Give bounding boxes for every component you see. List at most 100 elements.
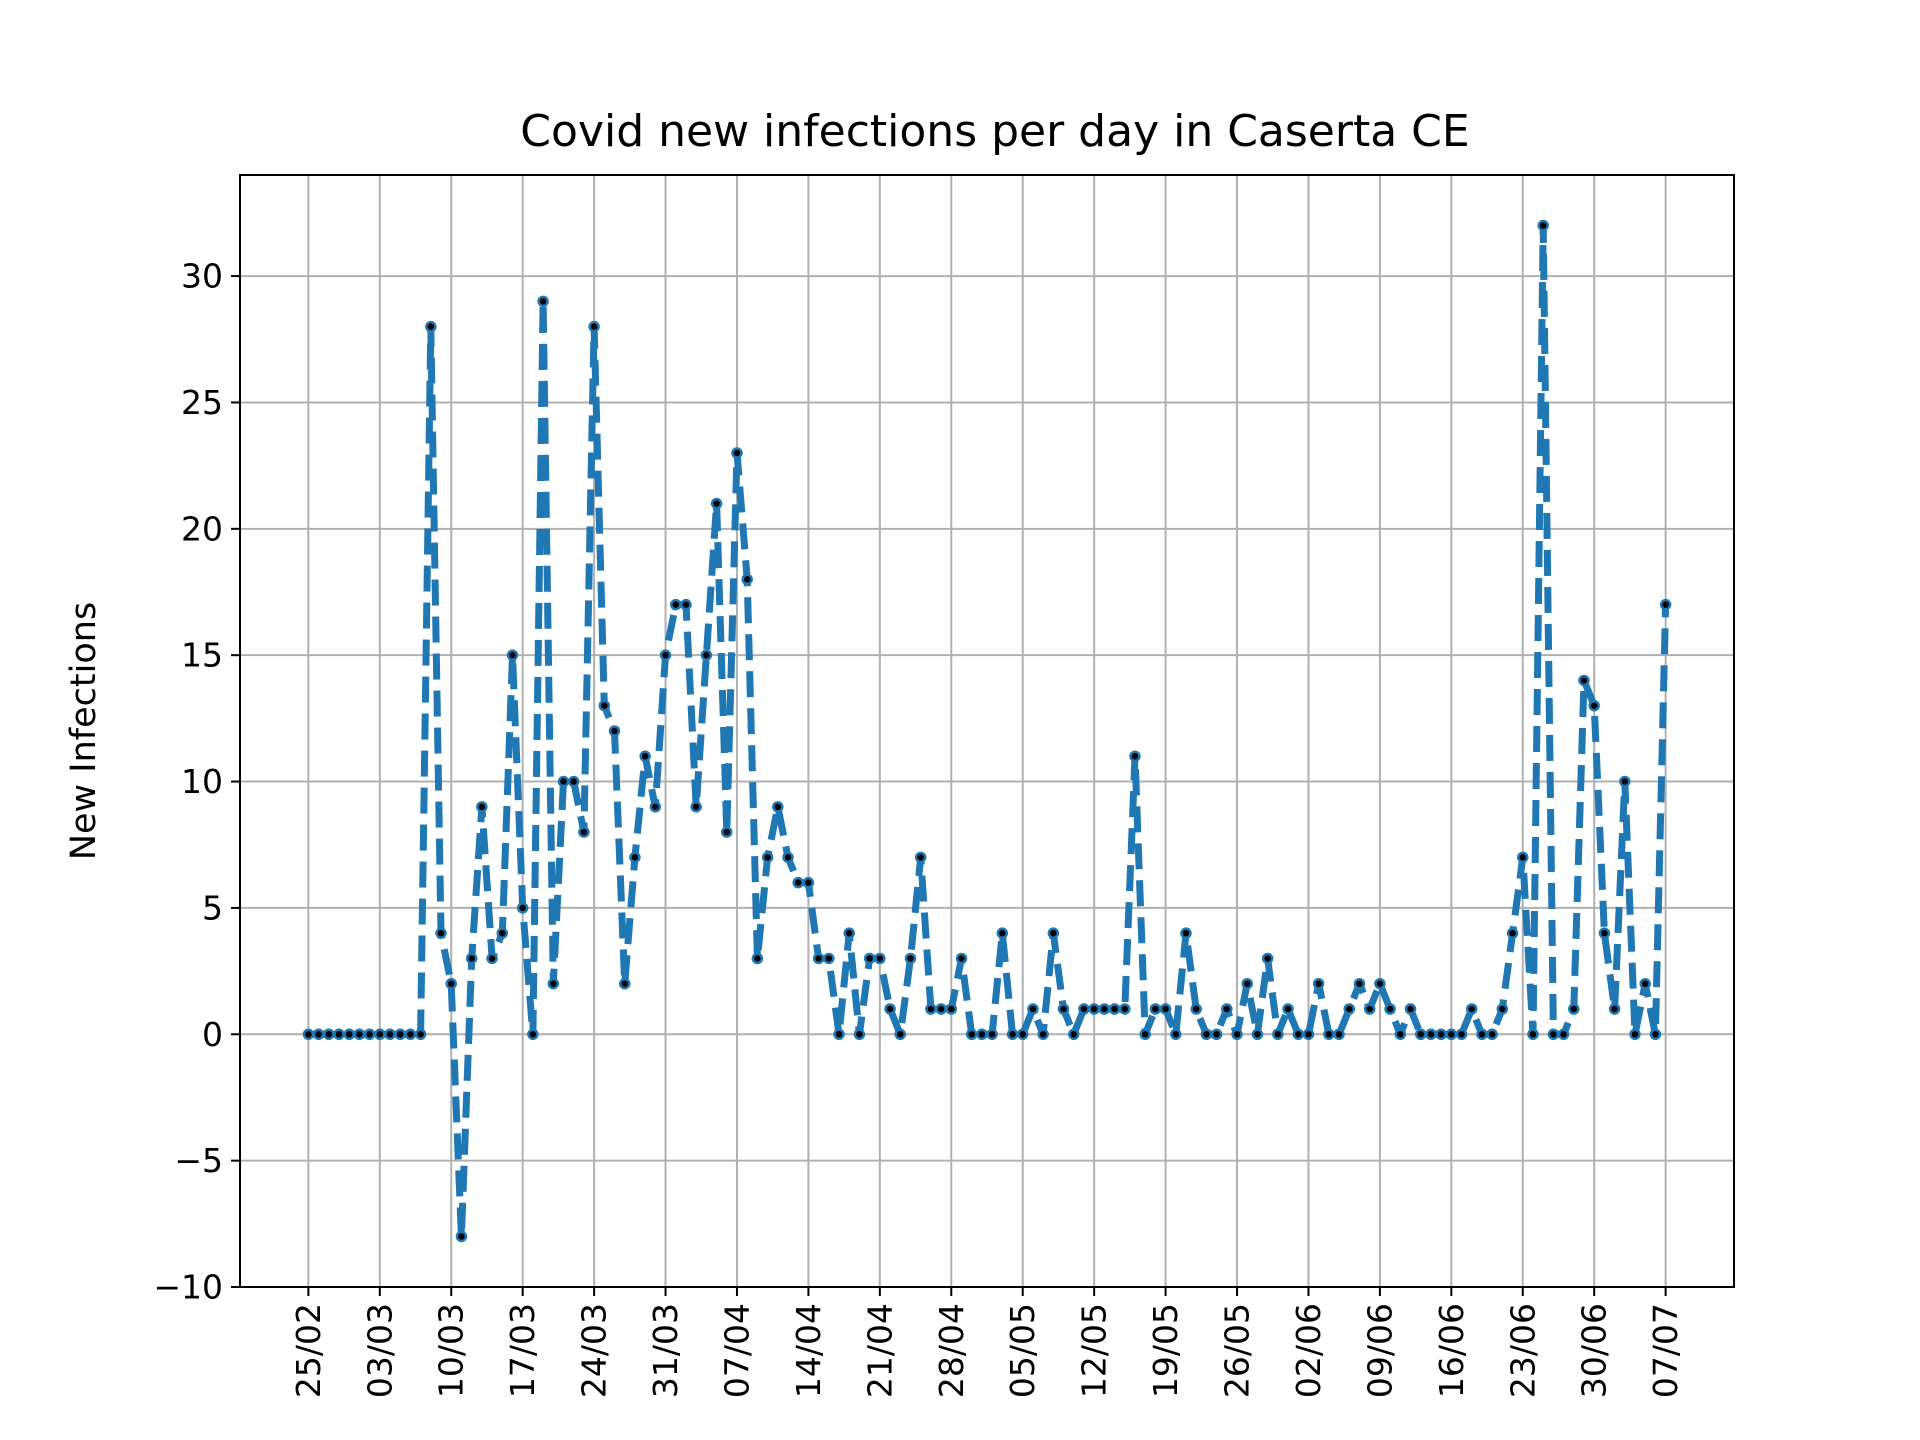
data-point bbox=[1098, 1003, 1111, 1015]
data-point bbox=[1394, 1028, 1407, 1041]
data-point bbox=[588, 320, 600, 333]
data-point bbox=[812, 952, 825, 965]
data-point bbox=[1414, 1028, 1427, 1041]
data-point bbox=[1302, 1028, 1315, 1041]
x-tick-label: 10/03 bbox=[432, 1303, 471, 1398]
data-point bbox=[1506, 927, 1519, 939]
data-point bbox=[731, 447, 743, 459]
data-point bbox=[1078, 1003, 1090, 1015]
data-point bbox=[445, 977, 457, 990]
data-point bbox=[1343, 1003, 1356, 1015]
data-point bbox=[414, 1028, 427, 1041]
data-point bbox=[945, 1003, 958, 1015]
plot-frame bbox=[239, 174, 1735, 1288]
y-tick-label: 25 bbox=[181, 383, 223, 422]
data-point bbox=[1261, 952, 1274, 965]
data-point bbox=[506, 649, 519, 661]
data-point bbox=[1353, 977, 1366, 990]
data-point bbox=[1568, 1003, 1580, 1015]
grid-lines bbox=[240, 175, 1734, 1288]
data-point bbox=[884, 1003, 896, 1015]
data-point bbox=[1333, 1028, 1345, 1041]
data-point bbox=[1312, 977, 1325, 990]
data-point bbox=[1027, 1003, 1039, 1015]
data-point bbox=[537, 295, 549, 308]
y-axis: −10 −5 0 5 10 15 20 25 30 bbox=[153, 257, 240, 1307]
x-tick-label: 30/06 bbox=[1575, 1303, 1614, 1398]
data-point bbox=[1619, 775, 1631, 788]
x-tick-label: 26/05 bbox=[1218, 1303, 1257, 1398]
x-tick-label: 07/07 bbox=[1646, 1303, 1685, 1398]
data-point bbox=[935, 1003, 947, 1015]
data-point bbox=[1006, 1028, 1019, 1041]
data-point bbox=[1425, 1028, 1437, 1041]
data-point bbox=[1374, 977, 1386, 990]
data-point bbox=[1180, 927, 1192, 939]
data-point bbox=[751, 952, 764, 965]
data-point bbox=[1057, 1003, 1070, 1015]
series-line bbox=[308, 222, 1670, 1240]
data-point bbox=[986, 1028, 998, 1041]
data-point bbox=[455, 1230, 468, 1243]
x-tick-label: 12/05 bbox=[1075, 1303, 1114, 1398]
data-point bbox=[833, 1028, 845, 1041]
y-tick-label: 10 bbox=[181, 762, 223, 801]
data-point bbox=[1659, 598, 1672, 611]
data-point bbox=[1363, 1003, 1376, 1015]
data-point bbox=[925, 1003, 937, 1015]
x-tick-label: 23/06 bbox=[1503, 1303, 1542, 1398]
y-tick-label: 15 bbox=[181, 636, 223, 675]
x-tick-label: 14/04 bbox=[789, 1303, 828, 1398]
data-point bbox=[527, 1028, 539, 1041]
data-point bbox=[343, 1028, 355, 1041]
data-point bbox=[629, 851, 641, 864]
data-point bbox=[578, 826, 590, 838]
x-tick-label: 07/04 bbox=[717, 1303, 756, 1398]
series-layer bbox=[302, 219, 1672, 1243]
data-point bbox=[1547, 1028, 1560, 1041]
x-tick-label: 19/05 bbox=[1146, 1303, 1185, 1398]
data-point bbox=[323, 1028, 335, 1041]
data-point bbox=[659, 649, 672, 661]
data-point bbox=[1047, 927, 1060, 939]
data-point bbox=[823, 952, 835, 965]
data-point bbox=[1221, 1003, 1233, 1015]
data-point bbox=[782, 851, 794, 864]
y-tick-label: 30 bbox=[181, 257, 223, 296]
data-point bbox=[302, 1028, 315, 1041]
data-point bbox=[1292, 1028, 1304, 1041]
data-point bbox=[639, 750, 651, 763]
data-point bbox=[1149, 1003, 1162, 1015]
data-point bbox=[792, 876, 804, 889]
data-point bbox=[1598, 927, 1611, 939]
data-point bbox=[843, 927, 855, 939]
data-point bbox=[1608, 1003, 1621, 1015]
data-point bbox=[567, 775, 580, 788]
data-point bbox=[1119, 1003, 1131, 1015]
data-point bbox=[965, 1028, 978, 1041]
data-point bbox=[1323, 1028, 1335, 1041]
data-point bbox=[863, 952, 876, 965]
data-point bbox=[1108, 1003, 1121, 1015]
data-point bbox=[690, 801, 702, 813]
data-point bbox=[1486, 1028, 1498, 1041]
data-point bbox=[976, 1028, 988, 1041]
data-point bbox=[1282, 1003, 1294, 1015]
data-point bbox=[853, 1028, 866, 1041]
data-point bbox=[741, 573, 753, 586]
x-tick-label: 31/03 bbox=[646, 1303, 685, 1398]
data-point bbox=[496, 927, 509, 939]
data-point bbox=[914, 851, 927, 864]
data-point bbox=[761, 851, 774, 864]
x-tick-label: 03/03 bbox=[360, 1303, 399, 1398]
data-point bbox=[1476, 1028, 1488, 1041]
data-point bbox=[1639, 977, 1651, 990]
data-point bbox=[384, 1028, 396, 1041]
data-point bbox=[996, 927, 1009, 939]
data-point bbox=[404, 1028, 417, 1041]
data-point bbox=[1578, 674, 1590, 687]
data-point bbox=[1588, 699, 1600, 712]
data-point bbox=[772, 801, 784, 813]
data-point bbox=[516, 902, 529, 914]
data-point bbox=[1272, 1028, 1284, 1041]
